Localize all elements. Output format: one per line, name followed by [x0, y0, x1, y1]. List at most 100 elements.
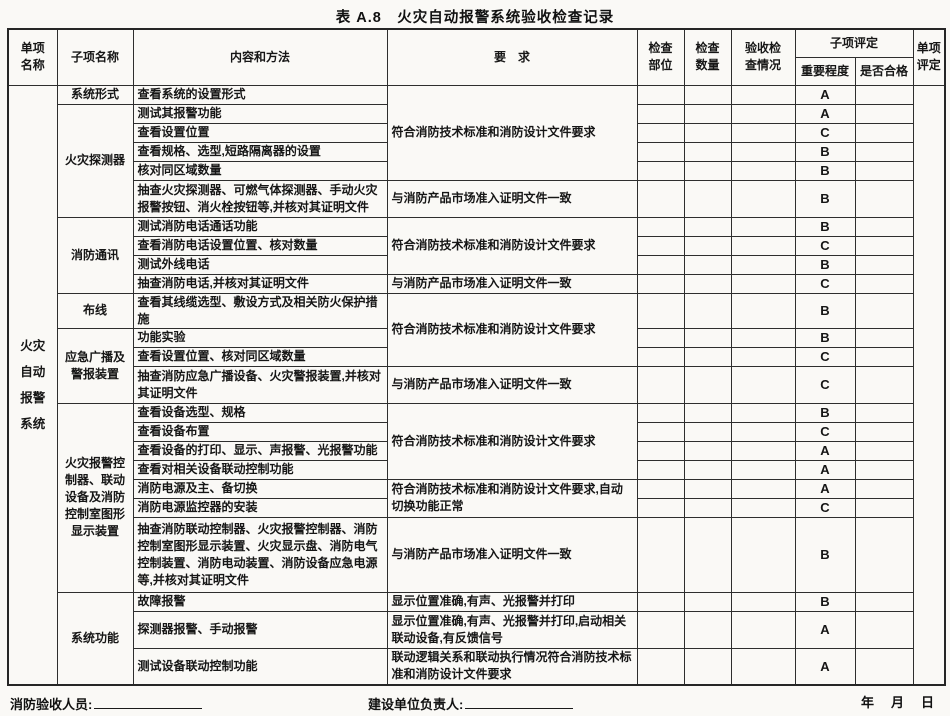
cell-check-location — [636, 516, 685, 593]
cell-qualified — [854, 516, 914, 593]
table-row: 布线 查看其线缆选型、敷设方式及相关防火保护措施 符合消防技术标准和消防设计文件… — [8, 292, 945, 367]
cell-importance: A — [794, 478, 856, 499]
col-header-content-method: 内容和方法 — [132, 28, 388, 86]
cell-content: 查看消防电话设置位置、核对数量 — [132, 235, 388, 256]
col-header-subitem-name: 子项名称 — [56, 28, 134, 86]
cell-importance: A — [794, 459, 856, 480]
cell-content: 抽查消防联动控制器、火灾报警控制器、消防控制室图形显示装置、火灾显示盘、消防电气… — [132, 516, 388, 593]
cell-qualified — [854, 292, 914, 329]
cell-check-quantity — [683, 292, 732, 329]
cell-qualified — [854, 459, 914, 480]
builder-label: 建设单位负责人: — [368, 697, 464, 712]
cell-content: 测试外线电话 — [132, 254, 388, 275]
cell-check-location — [636, 497, 685, 518]
cell-check-location — [636, 346, 685, 367]
cell-content: 故障报警 — [132, 591, 388, 612]
cell-check-quantity — [683, 459, 732, 480]
cell-acceptance-status — [730, 365, 796, 404]
cell-acceptance-status — [730, 235, 796, 256]
cell-content: 测试其报警功能 — [132, 103, 388, 124]
cell-check-quantity — [683, 516, 732, 593]
cell-check-location — [636, 273, 685, 294]
builder-signature-line — [465, 695, 574, 709]
cell-requirement: 与消防产品市场准入证明文件一致 — [386, 273, 638, 294]
cell-qualified — [854, 346, 914, 367]
cell-content: 查看设备选型、规格 — [132, 402, 388, 423]
cell-content: 功能实验 — [132, 327, 388, 348]
cell-check-quantity — [683, 122, 732, 143]
cell-qualified — [854, 235, 914, 256]
cell-check-quantity — [683, 179, 732, 218]
cell-qualified — [854, 440, 914, 461]
cell-acceptance-status — [730, 179, 796, 218]
page-title: 表 A.8 火灾自动报警系统验收检查记录 — [335, 10, 615, 26]
header-row-1: 单项名称 子项名称 内容和方法 要 求 检查部位 检查数量 验收检查情况 子项评… — [7, 28, 946, 86]
cell-content: 探测器报警、手动报警 — [132, 610, 388, 649]
cell-content: 消防电源监控器的安装 — [132, 497, 388, 518]
cell-check-quantity — [683, 216, 732, 237]
cell-acceptance-status — [730, 402, 796, 423]
cell-check-location — [636, 292, 685, 329]
cell-subitem: 系统功能 — [56, 591, 134, 686]
cell-importance: A — [794, 610, 856, 649]
cell-qualified — [854, 497, 914, 518]
cell-importance: B — [794, 179, 856, 218]
cell-check-quantity — [683, 478, 732, 499]
cell-qualified — [854, 122, 914, 143]
cell-qualified — [854, 179, 914, 218]
cell-acceptance-status — [730, 591, 796, 612]
cell-importance: C — [794, 122, 856, 143]
cell-acceptance-status — [730, 327, 796, 348]
cell-acceptance-status — [730, 516, 796, 593]
cell-importance: C — [794, 365, 856, 404]
inspection-record-table: 单项名称 子项名称 内容和方法 要 求 检查部位 检查数量 验收检查情况 子项评… — [7, 28, 947, 686]
cell-check-location — [636, 216, 685, 237]
table-row: 抽查消防联动控制器、火灾报警控制器、消防控制室图形显示装置、火灾显示盘、消防电气… — [8, 516, 945, 593]
cell-check-quantity — [683, 84, 732, 105]
cell-subitem: 应急广播及警报装置 — [56, 327, 134, 404]
cell-check-location — [636, 365, 685, 404]
cell-check-location — [636, 440, 685, 461]
cell-content: 核对同区域数量 — [132, 160, 388, 181]
cell-qualified — [854, 216, 914, 237]
cell-acceptance-status — [730, 478, 796, 499]
cell-acceptance-status — [730, 292, 796, 329]
cell-content: 消防电源及主、备切换 — [132, 478, 388, 499]
cell-check-location — [636, 459, 685, 480]
table-row: 抽查消防电话,并核对其证明文件 与消防产品市场准入证明文件一致 C — [8, 273, 945, 294]
table-row: 查看对相关设备联动控制功能 A — [8, 459, 945, 480]
cell-check-location — [636, 421, 685, 442]
footer: 消防验收人员: 建设单位负责人: 年 月 日 — [0, 690, 950, 716]
cell-requirement: 与消防产品市场准入证明文件一致 — [386, 516, 638, 593]
cell-check-location — [636, 610, 685, 649]
cell-importance: C — [794, 497, 856, 518]
cell-qualified — [854, 273, 914, 294]
col-header-subitem-evaluation: 子项评定 — [794, 28, 914, 58]
cell-acceptance-status — [730, 141, 796, 162]
cell-subitem: 消防通讯 — [56, 216, 134, 294]
col-header-check-quantity: 检查数量 — [683, 28, 732, 86]
cell-qualified — [854, 402, 914, 423]
table-row: 查看消防电话设置位置、核对数量 C — [8, 235, 945, 256]
table-row: 查看设备的打印、显示、声报警、光报警功能 A — [8, 440, 945, 461]
cell-acceptance-status — [730, 254, 796, 275]
cell-qualified — [854, 421, 914, 442]
cell-qualified — [854, 160, 914, 181]
cell-content: 查看规格、选型,短路隔离器的设置 — [132, 141, 388, 162]
cell-qualified — [854, 141, 914, 162]
table-row: 抽查消防应急广播设备、火灾警报装置,并核对其证明文件 与消防产品市场准入证明文件… — [8, 365, 945, 404]
table-row: 消防通讯 测试消防电话通话功能 符合消防技术标准和消防设计文件要求 B — [8, 216, 945, 294]
cell-acceptance-status — [730, 421, 796, 442]
cell-subitem: 系统形式 — [56, 84, 134, 105]
cell-importance: C — [794, 346, 856, 367]
cell-subitem: 布线 — [56, 292, 134, 329]
cell-importance: A — [794, 103, 856, 124]
cell-check-location — [636, 478, 685, 499]
cell-importance: B — [794, 516, 856, 593]
header-row-2: 重要程度 是否合格 — [8, 56, 945, 86]
table-row: 火灾报警控制器、联动设备及消防控制室图形显示装置 查看设备选型、规格 符合消防技… — [8, 402, 945, 593]
cell-requirement: 符合消防技术标准和消防设计文件要求 — [386, 84, 638, 181]
table-row: 消防电源及主、备切换 符合消防技术标准和消防设计文件要求,自动切换功能正常 A — [8, 478, 945, 518]
cell-importance: C — [794, 421, 856, 442]
cell-check-location — [636, 160, 685, 181]
